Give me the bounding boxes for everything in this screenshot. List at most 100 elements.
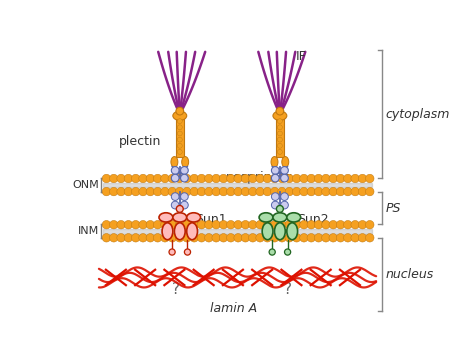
Circle shape: [234, 187, 242, 196]
Circle shape: [248, 187, 257, 196]
Circle shape: [205, 220, 213, 229]
Circle shape: [344, 187, 352, 196]
Circle shape: [272, 166, 279, 174]
Circle shape: [307, 174, 316, 183]
Ellipse shape: [171, 157, 178, 167]
Circle shape: [281, 201, 288, 209]
Circle shape: [219, 220, 228, 229]
Circle shape: [322, 187, 330, 196]
Circle shape: [212, 220, 220, 229]
Ellipse shape: [173, 111, 187, 120]
Circle shape: [234, 174, 242, 183]
Circle shape: [277, 125, 283, 130]
Circle shape: [271, 220, 279, 229]
Text: INM: INM: [78, 226, 99, 236]
Circle shape: [168, 187, 176, 196]
Circle shape: [182, 174, 191, 183]
Circle shape: [278, 187, 286, 196]
Circle shape: [358, 174, 367, 183]
Circle shape: [292, 220, 301, 229]
Circle shape: [234, 234, 242, 242]
Circle shape: [278, 220, 286, 229]
Circle shape: [344, 234, 352, 242]
Circle shape: [102, 234, 110, 242]
Circle shape: [329, 220, 337, 229]
Circle shape: [241, 220, 250, 229]
Circle shape: [351, 220, 359, 229]
Circle shape: [277, 143, 283, 148]
Circle shape: [344, 220, 352, 229]
Text: Sun2: Sun2: [297, 213, 328, 226]
Circle shape: [171, 193, 179, 201]
Ellipse shape: [287, 223, 298, 240]
Circle shape: [281, 166, 288, 174]
Circle shape: [285, 234, 293, 242]
Circle shape: [272, 174, 279, 182]
Circle shape: [269, 249, 275, 255]
Ellipse shape: [174, 223, 185, 240]
Ellipse shape: [271, 157, 278, 167]
Circle shape: [219, 174, 228, 183]
Circle shape: [124, 187, 133, 196]
Text: ONM: ONM: [72, 180, 99, 190]
Ellipse shape: [159, 213, 173, 222]
Circle shape: [190, 174, 199, 183]
Circle shape: [276, 206, 283, 212]
Circle shape: [358, 187, 367, 196]
Text: lamin A: lamin A: [210, 302, 257, 315]
Circle shape: [205, 187, 213, 196]
Circle shape: [190, 187, 199, 196]
Circle shape: [227, 174, 235, 183]
Circle shape: [276, 107, 284, 115]
Circle shape: [292, 234, 301, 242]
Circle shape: [139, 187, 147, 196]
Circle shape: [131, 220, 140, 229]
Ellipse shape: [262, 223, 273, 240]
Circle shape: [241, 187, 250, 196]
Ellipse shape: [187, 213, 201, 222]
Circle shape: [161, 174, 169, 183]
Circle shape: [358, 234, 367, 242]
Circle shape: [177, 137, 182, 142]
Circle shape: [227, 187, 235, 196]
Circle shape: [197, 220, 206, 229]
Circle shape: [181, 174, 188, 182]
Circle shape: [277, 119, 283, 124]
Circle shape: [175, 187, 184, 196]
Circle shape: [131, 174, 140, 183]
Ellipse shape: [282, 157, 289, 167]
Circle shape: [190, 220, 199, 229]
Circle shape: [292, 187, 301, 196]
Circle shape: [219, 187, 228, 196]
Circle shape: [181, 201, 188, 209]
Circle shape: [256, 174, 264, 183]
Text: ?: ?: [283, 282, 292, 296]
Circle shape: [161, 234, 169, 242]
Circle shape: [124, 234, 133, 242]
Circle shape: [146, 234, 155, 242]
Circle shape: [154, 174, 162, 183]
Circle shape: [205, 174, 213, 183]
Circle shape: [272, 193, 279, 201]
Circle shape: [171, 174, 179, 182]
Circle shape: [256, 187, 264, 196]
Circle shape: [168, 220, 176, 229]
Ellipse shape: [162, 223, 173, 240]
Circle shape: [161, 220, 169, 229]
Ellipse shape: [182, 157, 189, 167]
Circle shape: [307, 220, 316, 229]
Circle shape: [365, 174, 374, 183]
Circle shape: [154, 187, 162, 196]
Circle shape: [177, 119, 182, 124]
Circle shape: [212, 187, 220, 196]
Circle shape: [272, 201, 279, 209]
Ellipse shape: [273, 213, 287, 222]
Circle shape: [197, 187, 206, 196]
Circle shape: [117, 220, 125, 229]
Circle shape: [109, 174, 118, 183]
Circle shape: [146, 174, 155, 183]
Circle shape: [300, 220, 308, 229]
Circle shape: [124, 174, 133, 183]
Ellipse shape: [273, 111, 287, 120]
Circle shape: [322, 234, 330, 242]
